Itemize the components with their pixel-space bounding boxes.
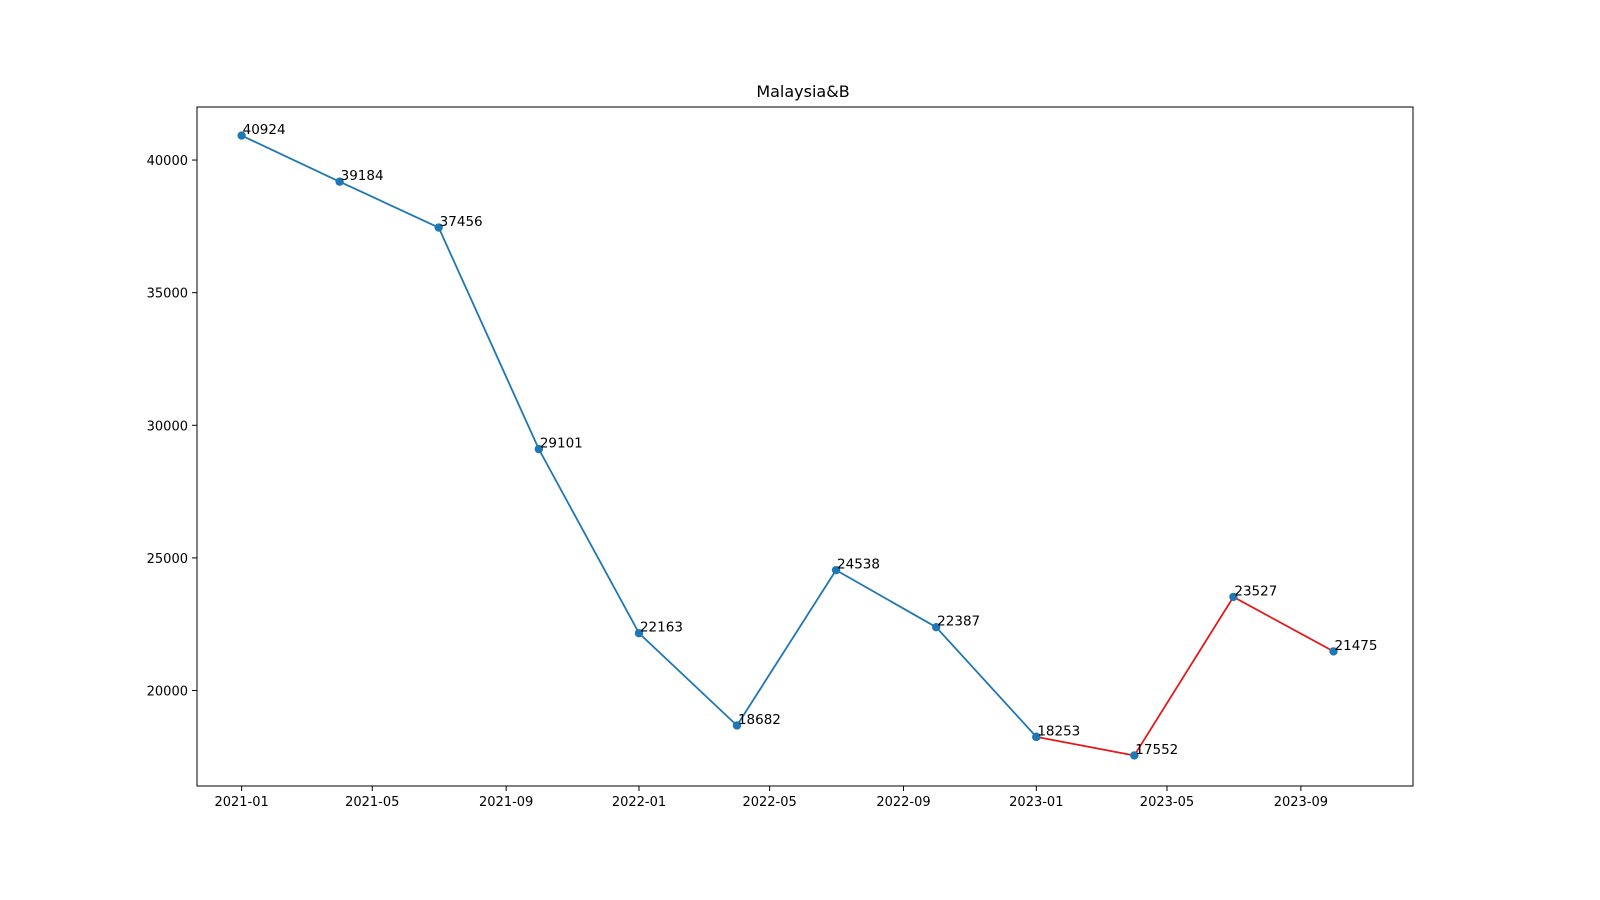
x-tick-label: 2022-05 (742, 795, 796, 810)
data-label: 39184 (341, 168, 384, 184)
data-point (1229, 592, 1238, 602)
data-labels: 40924 39184 37456 29101 22163 18682 24538 22387… (243, 122, 1378, 758)
data-label: 37456 (440, 214, 483, 230)
data-label: 23527 (1234, 583, 1277, 599)
x-tick-label: 2022-09 (876, 795, 930, 810)
y-tick-label: 35000 (147, 287, 188, 302)
data-point (1329, 647, 1338, 656)
series-layer (237, 131, 1338, 760)
data-label: 40924 (243, 122, 286, 138)
data-point (335, 177, 344, 186)
x-tick-label: 2021-09 (479, 795, 533, 810)
data-label: 18253 (1037, 723, 1080, 739)
data-label: 17552 (1135, 742, 1178, 758)
data-point (831, 565, 841, 575)
data-label: 18682 (738, 712, 781, 728)
x-axis: 2021-01 2021-05 2021-09 2022-01 2022-05 2022-… (214, 786, 1328, 810)
data-point (434, 223, 443, 232)
data-point (534, 444, 544, 454)
x-tick-label: 2021-01 (214, 795, 268, 810)
y-tick-label: 40000 (147, 154, 188, 169)
x-tick-label: 2023-09 (1274, 795, 1328, 810)
data-label: 21475 (1335, 638, 1378, 654)
data-point (1032, 732, 1041, 742)
y-tick-label: 25000 (147, 552, 188, 567)
x-tick-label: 2023-01 (1009, 795, 1063, 810)
data-point (634, 628, 644, 638)
data-label: 24538 (837, 557, 880, 573)
y-tick-label: 20000 (147, 685, 188, 700)
data-point (732, 721, 742, 730)
y-axis: 20000 25000 30000 35000 40000 (147, 154, 197, 700)
y-tick-label: 30000 (147, 419, 188, 434)
x-tick-label: 2023-05 (1140, 795, 1194, 810)
plot-frame (196, 106, 1414, 787)
series-line (1036, 596, 1334, 757)
x-tick-label: 2022-01 (612, 795, 666, 810)
x-tick-label: 2021-05 (345, 795, 399, 810)
data-label: 22387 (937, 614, 980, 630)
series-2 (1032, 592, 1338, 760)
data-label: 22163 (640, 620, 683, 636)
chart-title: Malaysia&B (756, 82, 849, 101)
data-point (1130, 751, 1139, 760)
data-label: 29101 (540, 436, 583, 452)
data-point (237, 131, 246, 140)
data-point (931, 623, 941, 632)
